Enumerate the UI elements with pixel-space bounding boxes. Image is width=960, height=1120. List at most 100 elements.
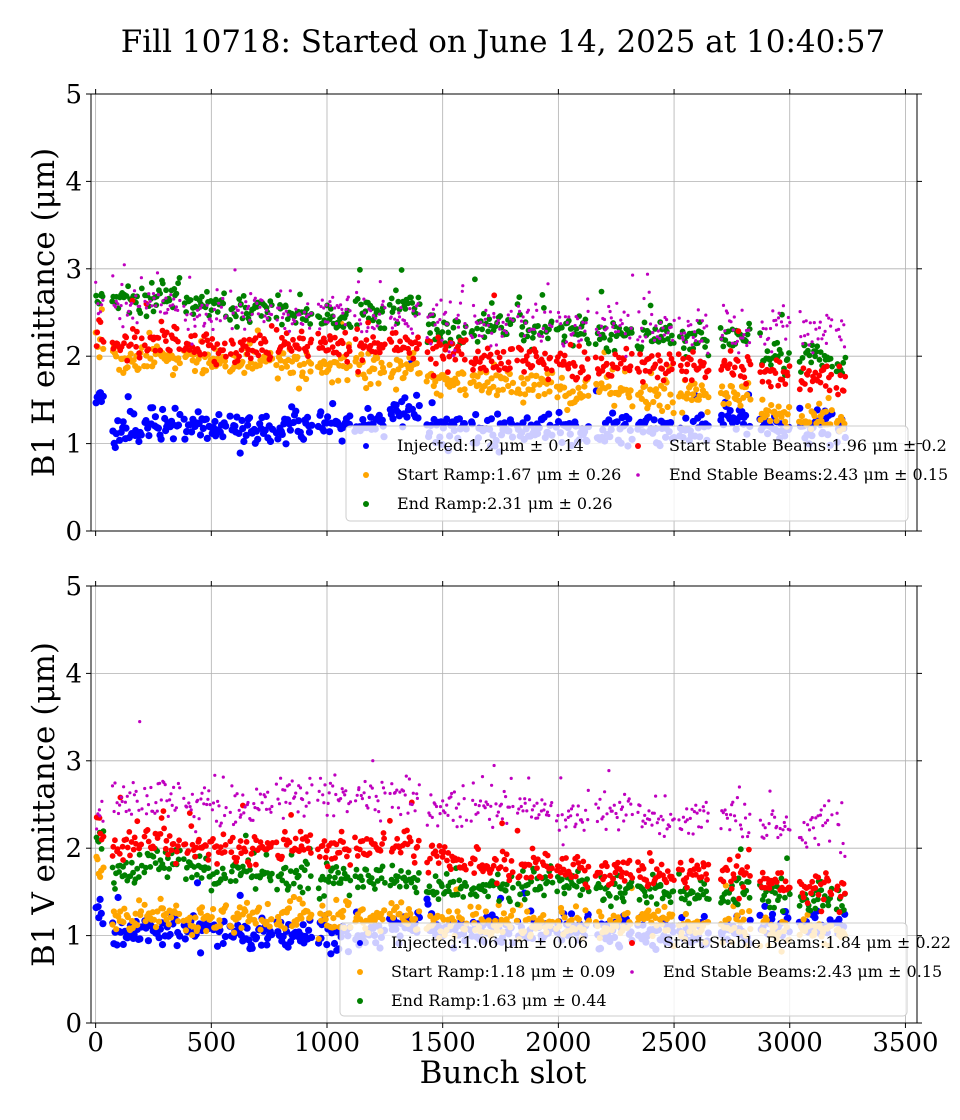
point-end_stable [293,319,297,323]
point-end_ramp [722,337,729,343]
point-end_stable [748,812,752,816]
point-start_ramp [281,925,288,932]
point-start_stable [496,367,502,373]
point-start_ramp [120,919,127,926]
point-end_stable [395,318,400,322]
point-end_stable [192,815,196,819]
point-start_ramp [216,922,223,930]
point-end_ramp [524,890,531,897]
point-end_stable [821,824,825,828]
point-start_stable [352,336,359,342]
point-start_stable [394,835,401,842]
point-end_stable [128,791,132,795]
point-start_stable [629,875,636,881]
point-end_ramp [291,313,298,320]
point-start_ramp [189,932,196,939]
point-start_ramp [407,910,414,918]
point-end_stable [838,335,842,339]
point-start_stable [646,850,653,856]
point-start_stable [160,808,167,814]
point-end_stable [719,337,724,341]
point-end_stable [144,812,149,816]
point-end_stable [612,803,616,807]
point-end_stable [436,320,440,324]
point-end_stable [654,324,658,328]
point-injected [718,411,726,419]
point-start_ramp [289,369,297,376]
point-start_stable [680,355,686,362]
point-start_ramp [437,392,444,399]
point-end_stable [636,338,640,342]
point-injected [278,430,286,438]
point-start_stable [548,367,555,374]
point-end_stable [169,792,173,796]
point-start_stable [109,853,116,859]
point-start_stable [759,362,765,369]
point-end_ramp [307,321,314,327]
point-end_stable [776,835,780,840]
point-start_ramp [611,402,618,409]
point-end_stable [489,344,493,348]
point-end_stable [835,811,839,815]
point-injected [500,419,509,427]
point-end_stable [647,290,651,294]
point-end_ramp [807,907,814,914]
point-end_stable [564,340,569,344]
point-end_stable [504,795,508,799]
point-start_stable [267,354,274,360]
point-end_stable [523,334,527,338]
point-injected [236,891,244,900]
point-end_stable [690,343,694,347]
point-end_stable [723,329,727,333]
point-end_stable [527,776,531,780]
point-end_stable [594,802,598,806]
point-end_ramp [479,326,485,333]
point-injected [94,903,102,911]
point-start_stable [731,875,738,881]
point-end_stable [802,320,806,324]
point-end_ramp [347,324,354,330]
point-injected [305,926,313,934]
point-end_ramp [275,292,281,299]
point-start_stable [580,858,587,865]
point-end_ramp [279,321,285,328]
point-end_ramp [187,297,194,303]
point-end_ramp [806,352,813,359]
point-start_stable [458,351,465,358]
point-end_stable [811,351,815,355]
point-start_stable [494,880,500,887]
point-start_ramp [518,374,525,381]
point-end_stable [686,324,691,328]
point-end_ramp [537,885,544,892]
point-end_stable [137,808,141,812]
point-end_ramp [627,883,634,890]
point-start_ramp [522,391,529,398]
point-start_stable [377,847,384,854]
point-start_ramp [627,387,634,394]
point-end_stable [402,319,407,323]
point-end_ramp [240,293,247,299]
point-start_stable [570,861,577,868]
point-start_ramp [146,329,153,336]
point-start_stable [654,374,661,381]
point-end_stable [322,801,326,805]
point-end_stable [438,805,443,809]
point-end_stable [435,303,439,307]
point-start_stable [688,857,695,864]
point-start_ramp [747,396,754,403]
point-end_stable [681,815,686,819]
point-start_stable [806,368,812,374]
point-end_stable [158,310,162,314]
point-end_stable [652,338,657,342]
point-start_stable [683,368,690,375]
point-end_ramp [354,296,361,302]
point-end_stable [188,805,192,809]
point-end_stable [100,303,104,307]
point-end_ramp [486,316,493,322]
point-start_stable [733,863,740,869]
legend-entry-start_stable: Start Stable Beams:1.96 μm ± 0.2 [669,436,947,455]
point-end_ramp [254,304,260,310]
y-tick-label: 5 [65,80,82,110]
point-end_stable [187,801,191,805]
point-end_ramp [148,279,155,286]
